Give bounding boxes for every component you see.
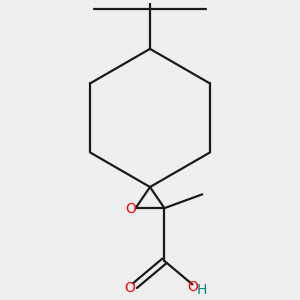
Text: O: O bbox=[124, 280, 135, 295]
Text: H: H bbox=[197, 283, 207, 297]
Text: O: O bbox=[187, 280, 198, 294]
Text: O: O bbox=[125, 202, 136, 216]
